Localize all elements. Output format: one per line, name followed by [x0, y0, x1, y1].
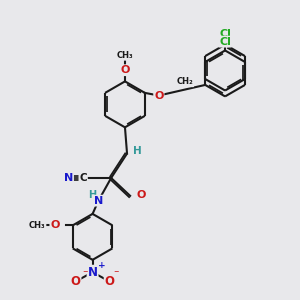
Text: CH₃: CH₃ — [117, 51, 133, 60]
Text: ⁻: ⁻ — [82, 269, 88, 279]
Text: N: N — [88, 266, 98, 279]
Text: Cl: Cl — [219, 29, 231, 39]
Text: CH₂: CH₂ — [177, 77, 193, 86]
Text: O: O — [120, 65, 130, 75]
Text: O: O — [105, 274, 115, 287]
Text: H: H — [88, 190, 96, 200]
Text: C: C — [79, 173, 87, 183]
Text: O: O — [154, 91, 164, 100]
Text: O: O — [136, 190, 146, 200]
Text: O: O — [50, 220, 60, 230]
Text: N: N — [94, 196, 103, 206]
Text: H: H — [133, 146, 142, 156]
Text: O: O — [70, 274, 80, 287]
Text: ⁻: ⁻ — [114, 269, 119, 279]
Text: N: N — [64, 173, 73, 183]
Text: Cl: Cl — [219, 37, 231, 46]
Text: CH₃: CH₃ — [29, 221, 46, 230]
Text: +: + — [98, 261, 106, 270]
